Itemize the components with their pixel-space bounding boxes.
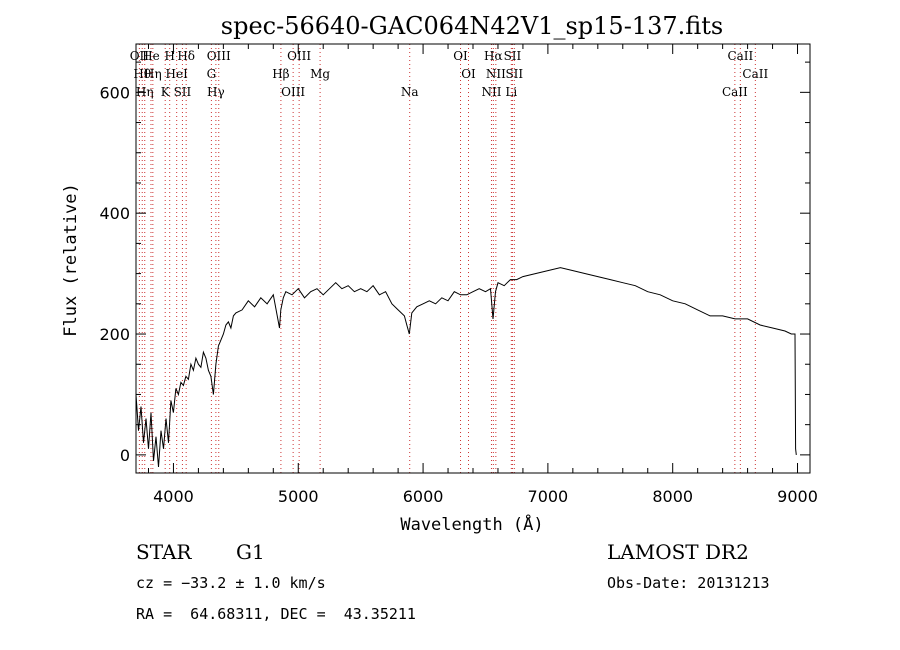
marker-label-h: H [164, 49, 174, 63]
x-tick-label: 4000 [153, 487, 194, 506]
marker-label-hδ: Hδ [177, 49, 195, 63]
marker-label-sii: SII [174, 85, 192, 99]
x-tick-label: 9000 [777, 487, 818, 506]
marker-label-hγ: Hγ [207, 85, 225, 99]
x-axis-ticks: 4000 5000 6000 7000 8000 9000 [147, 44, 818, 506]
marker-label-g: G [207, 67, 217, 81]
marker-label-mg: Mg [310, 67, 330, 81]
survey-name: LAMOST DR2 [607, 540, 749, 564]
marker-label-hei: HeI [166, 67, 189, 81]
marker-label-nii: NII [481, 85, 501, 99]
marker-label-oi: OI [461, 67, 476, 81]
y-tick-label: 600 [99, 83, 130, 102]
marker-label-hα: Hα [484, 49, 503, 63]
x-axis-label: Wavelength (Å) [400, 513, 543, 535]
emission-line-labels: OIIHθHηHeHηKHHeISIIHδGHγOIIIHβOIIIOIIIMg… [130, 49, 769, 99]
marker-label-oiii: OIII [281, 85, 305, 99]
x-tick-label: 8000 [652, 487, 693, 506]
y-axis-label: Flux (relative) [61, 183, 81, 337]
y-tick-label: 400 [99, 204, 130, 223]
object-class: STAR [136, 540, 192, 564]
marker-label-he: He [142, 49, 160, 63]
marker-label-hθ: Hθ [133, 67, 151, 81]
emission-line-markers [138, 44, 756, 473]
object-subclass: G1 [236, 540, 265, 564]
marker-label-oii: OII [130, 49, 150, 63]
marker-label-li: Li [505, 85, 517, 99]
marker-label-oiii: OIII [207, 49, 231, 63]
chart-title: spec-56640-GAC064N42V1_sp15-137.fits [221, 12, 723, 40]
observation-date: Obs-Date: 20131213 [607, 574, 770, 592]
marker-label-sii: SII [504, 49, 522, 63]
marker-label-nii: NII [486, 67, 506, 81]
marker-label-caii: CaII [742, 67, 768, 81]
x-tick-label: 6000 [403, 487, 444, 506]
redshift-cz: cz = −33.2 ± 1.0 km/s [136, 574, 326, 592]
plot-frame [135, 43, 811, 474]
y-axis-ticks: 0 200 400 600 [99, 61, 810, 465]
spectrum-line [135, 267, 797, 468]
marker-label-hβ: Hβ [272, 67, 289, 81]
marker-label-k: K [161, 85, 171, 99]
marker-label-oiii: OIII [287, 49, 311, 63]
coordinates: RA = 64.68311, DEC = 43.35211 [136, 605, 416, 623]
marker-label-caii: CaII [727, 49, 753, 63]
x-tick-label: 5000 [278, 487, 319, 506]
y-tick-label: 0 [120, 446, 130, 465]
marker-label-oi: OI [453, 49, 468, 63]
marker-label-hη: Hη [144, 67, 162, 81]
marker-label-caii: CaII [722, 85, 748, 99]
y-tick-label: 200 [99, 325, 130, 344]
marker-label-sii: SII [505, 67, 523, 81]
x-tick-label: 7000 [528, 487, 569, 506]
marker-label-na: Na [401, 85, 419, 99]
